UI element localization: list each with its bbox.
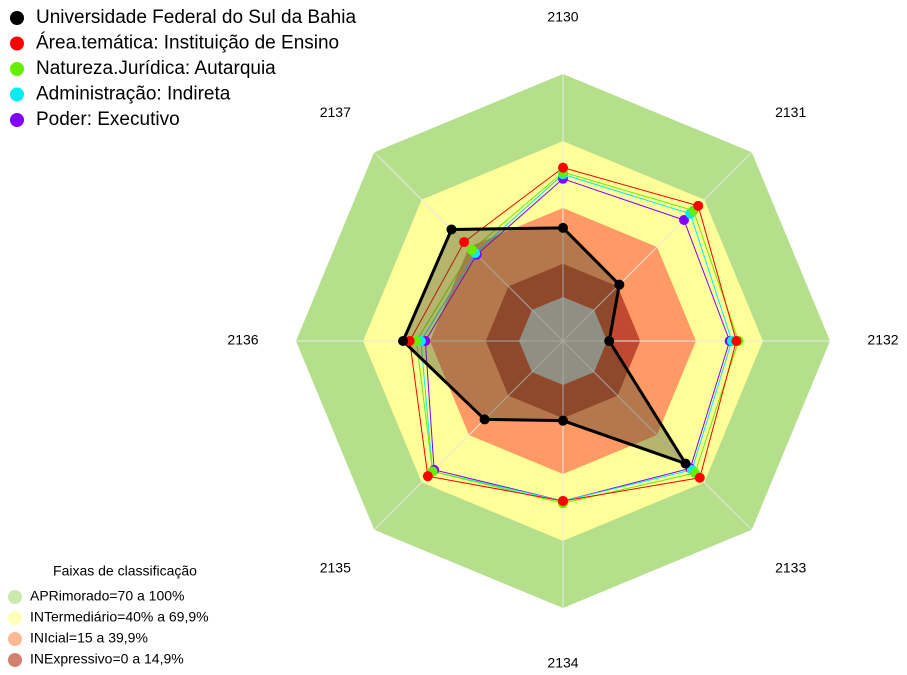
band-legend-label: INExpressivo=0 a 14,9% [30, 651, 184, 667]
axis-label: 2131 [775, 104, 806, 120]
marker [558, 415, 568, 426]
marker [466, 244, 477, 255]
marker [680, 458, 691, 469]
axis-label: 2135 [320, 559, 351, 575]
band-legend-label: INIcial=15 a 39,9% [30, 630, 148, 646]
legend-label: Universidade Federal do Sul da Bahia [36, 7, 356, 28]
marker [459, 237, 470, 248]
marker [558, 222, 568, 233]
marker [693, 200, 704, 211]
legend-label: Administração: Indireta [36, 84, 231, 105]
legend-marker [10, 11, 24, 25]
marker [614, 279, 625, 290]
marker [694, 472, 705, 483]
band-legend-label: INTermediário=40% a 69,9% [30, 609, 209, 625]
marker [558, 162, 568, 173]
marker [731, 336, 742, 346]
band-legend-marker [8, 632, 22, 646]
marker [678, 215, 689, 226]
spoke [562, 151, 753, 342]
bands-title: Faixas de classificação [53, 563, 197, 579]
legend-marker [10, 62, 24, 76]
legend-marker [10, 113, 24, 127]
marker [604, 336, 615, 346]
marker [398, 336, 409, 346]
legend-label: Área.temática: Instituição de Ensino [36, 33, 339, 54]
band-legend-marker [8, 590, 22, 604]
band-legend-marker [8, 653, 22, 667]
legend-marker [10, 87, 24, 102]
marker [422, 471, 433, 482]
axis-label: 2132 [867, 332, 898, 348]
axis-label: 2134 [547, 655, 578, 671]
axis-label: 2133 [775, 559, 806, 575]
axis-label: 2137 [320, 104, 351, 120]
band-legend-marker [8, 611, 22, 625]
legend-marker [10, 36, 24, 51]
spoke [562, 340, 753, 531]
axis-label: 2136 [227, 332, 258, 348]
spoke [373, 340, 564, 531]
legend-label: Natureza.Jurídica: Autarquia [36, 58, 276, 79]
legend-label: Poder: Executivo [36, 109, 180, 130]
marker [558, 495, 568, 506]
marker [446, 224, 457, 235]
band-legend-label: APRimorado=70 a 100% [30, 588, 185, 604]
marker [479, 414, 490, 425]
axis-label: 2130 [547, 9, 578, 25]
